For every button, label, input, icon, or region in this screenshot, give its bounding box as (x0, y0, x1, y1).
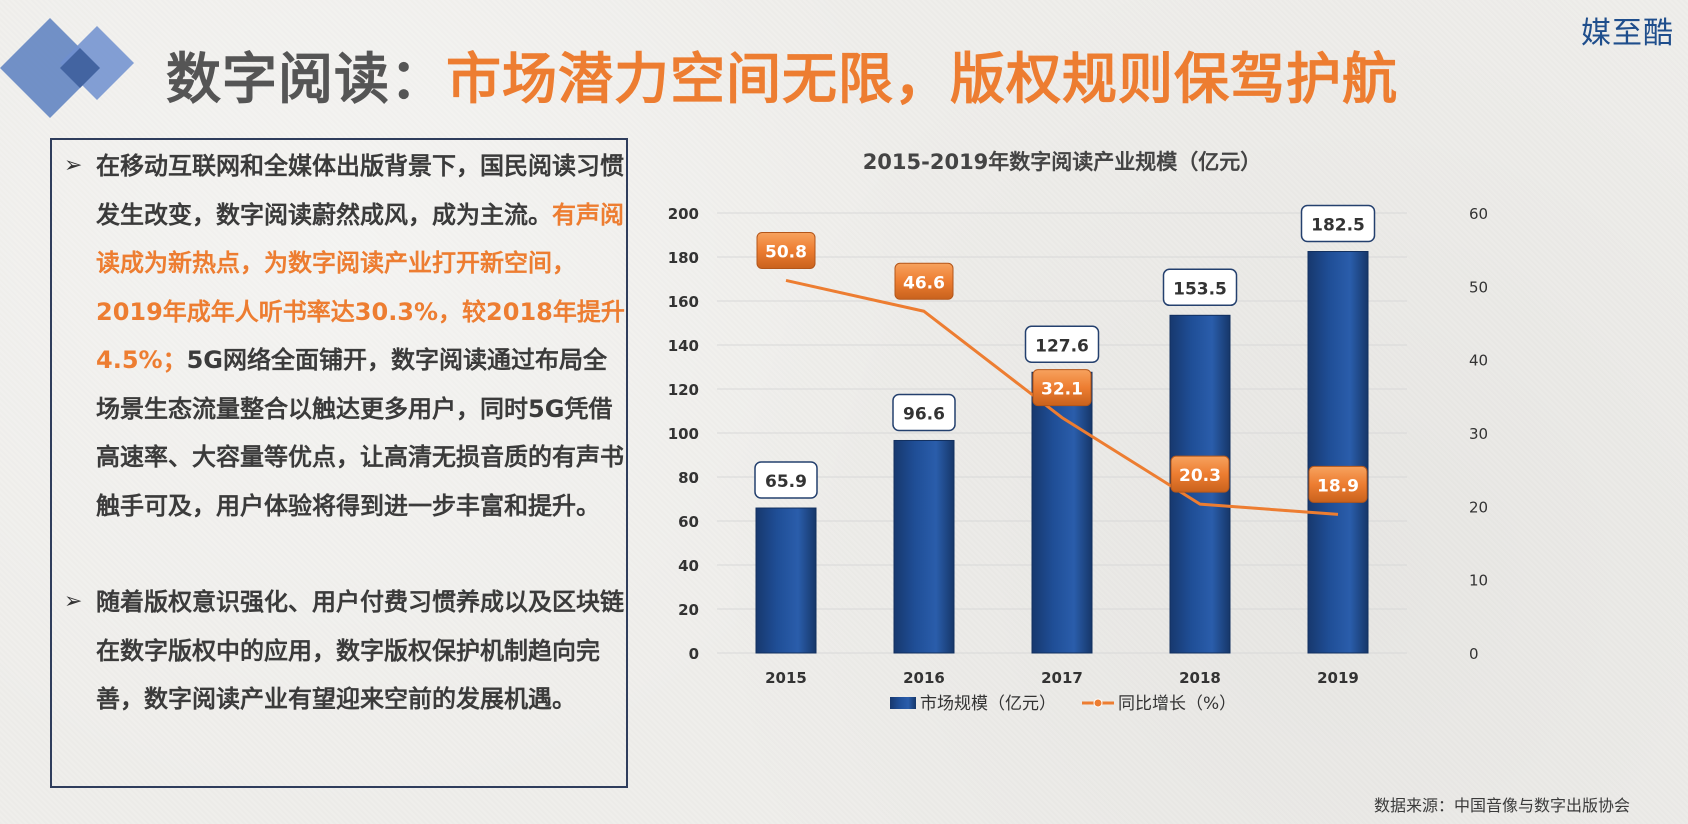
line-data-label-box (756, 231, 816, 269)
paragraph-1-part1: 在移动互联网和全媒体出版背景下，国民阅读习惯发生改变，数字阅读蔚然成风，成为主流… (96, 152, 624, 229)
x-tick-label: 2016 (903, 669, 945, 687)
bar-data-label: 153.5 (1173, 279, 1227, 299)
y-left-tick-label: 120 (668, 381, 699, 399)
page-title-highlight: 市场潜力空间无限，版权规则保驾护航 (446, 47, 1399, 111)
line-data-label: 46.6 (903, 273, 945, 293)
legend-line-marker (1093, 698, 1103, 708)
bar (1307, 251, 1369, 654)
paragraph-1-part2: 5G网络全面铺开，数字阅读通过布局全场景生态流量整合以触达更多用户，同时5G凭借… (96, 346, 624, 520)
line-data-label: 32.1 (1041, 380, 1083, 400)
line-data-label: 50.8 (765, 242, 807, 262)
line-data-label-box (894, 262, 954, 300)
bar-data-label-box (892, 393, 956, 432)
line-data-label: 20.3 (1179, 466, 1221, 486)
diamond-overlap (60, 48, 100, 88)
line-data-label-box (1170, 455, 1230, 493)
chart-title: 2015-2019年数字阅读产业规模（亿元） (863, 150, 1262, 174)
legend-line-label: 同比增长（%） (1118, 694, 1236, 714)
diamond-left (0, 18, 100, 118)
paragraph-1-highlight: 有声阅读成为新热点，为数字阅读产业打开新空间，2019年成年人听书率达30.3%… (96, 200, 625, 375)
y-left-tick-label: 0 (689, 645, 699, 663)
series-line (785, 279, 1339, 516)
paragraph-2: ➢ 随着版权意识强化、用户付费习惯养成以及区块链在数字版权中的应用，数字版权保护… (52, 578, 626, 724)
y-left-tick-label: 140 (668, 337, 699, 355)
y-left-tick-label: 40 (678, 557, 699, 575)
y-right-tick-label: 30 (1469, 425, 1488, 443)
x-tick-label: 2018 (1179, 669, 1221, 687)
bar-data-label: 127.6 (1035, 336, 1089, 356)
y-left-tick-label: 80 (678, 469, 699, 487)
y-right-tick-label: 50 (1469, 278, 1488, 296)
y-right-tick-label: 0 (1469, 645, 1479, 663)
y-left-tick-label: 60 (678, 513, 699, 531)
bar (755, 507, 817, 654)
y-left-tick-label: 160 (668, 293, 699, 311)
text-panel: ➢ 在移动互联网和全媒体出版背景下，国民阅读习惯发生改变，数字阅读蔚然成风，成为… (50, 138, 628, 788)
bar-data-label: 96.6 (903, 404, 945, 424)
bar (1031, 371, 1093, 654)
y-right-tick-label: 20 (1469, 498, 1488, 516)
x-tick-label: 2019 (1317, 669, 1359, 687)
y-left-tick-label: 100 (668, 425, 699, 443)
bullet-arrow-icon: ➢ (64, 589, 83, 614)
line-data-label-box (1308, 465, 1368, 503)
bar-data-label-box (1024, 325, 1100, 364)
line-data-label: 18.9 (1317, 476, 1359, 496)
page-title: 数字阅读：市场潜力空间无限，版权规则保驾护航 (166, 34, 1398, 114)
bar-line-chart: 2015-2019年数字阅读产业规模（亿元）020406080100120140… (668, 150, 1488, 714)
y-left-tick-label: 20 (678, 601, 699, 619)
paragraph-1-text: 在移动互联网和全媒体出版背景下，国民阅读习惯发生改变，数字阅读蔚然成风，成为主流… (96, 142, 626, 530)
line-data-label-box (1032, 369, 1092, 407)
bar-data-label: 65.9 (765, 472, 807, 492)
paragraph-2-text: 随着版权意识强化、用户付费习惯养成以及区块链在数字版权中的应用，数字版权保护机制… (96, 588, 624, 713)
legend-bar-swatch (890, 697, 916, 709)
bar-data-label-box (754, 461, 818, 499)
y-right-tick-label: 40 (1469, 352, 1488, 370)
bar-data-label-box (1162, 268, 1238, 307)
x-tick-label: 2017 (1041, 669, 1083, 687)
y-left-tick-label: 200 (668, 205, 699, 223)
logo-diamonds (0, 18, 134, 118)
bar-data-label-box (1300, 204, 1376, 243)
data-source-note: 数据来源：中国音像与数字出版协会 (1373, 796, 1630, 815)
legend-bar-label: 市场规模（亿元） (920, 694, 1056, 714)
brand-logo-text: 媒至酷 (1581, 16, 1674, 51)
page-title-prefix: 数字阅读： (166, 47, 447, 111)
bullet-arrow-icon: ➢ (64, 153, 83, 178)
x-tick-label: 2015 (765, 669, 807, 687)
paragraph-1: ➢ 在移动互联网和全媒体出版背景下，国民阅读习惯发生改变，数字阅读蔚然成风，成为… (52, 142, 626, 530)
bar-data-label: 182.5 (1311, 216, 1365, 236)
y-right-tick-label: 10 (1469, 572, 1488, 590)
y-left-tick-label: 180 (668, 249, 699, 267)
bar (893, 439, 955, 654)
y-right-tick-label: 60 (1469, 205, 1488, 223)
